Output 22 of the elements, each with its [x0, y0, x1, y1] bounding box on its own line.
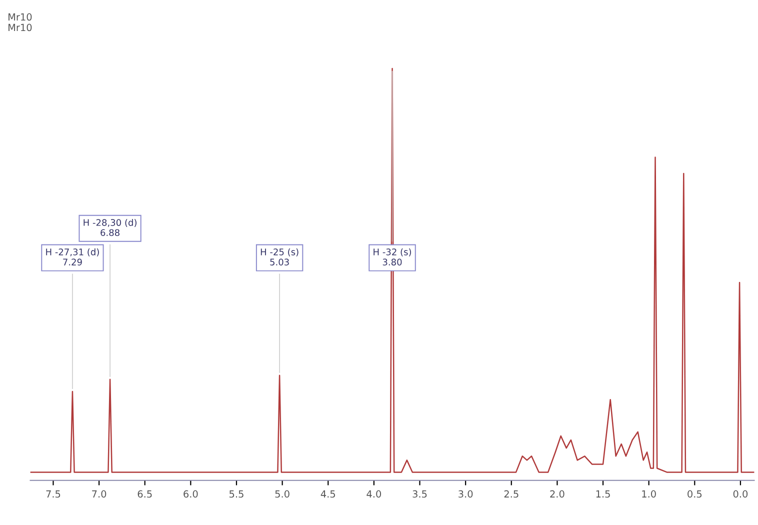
x-tick-label: 2.0: [550, 490, 564, 498]
x-tick-label: 0.0: [733, 490, 748, 498]
x-tick-label: 4.0: [366, 490, 382, 498]
x-tick-label: 2.5: [504, 490, 518, 498]
annotation: H -32 (s) 3.80: [374, 248, 411, 266]
x-tick-label: 6.0: [184, 490, 198, 498]
annotation: H -25 (s) 5.03: [260, 248, 298, 266]
x-tick-label: 3.5: [412, 490, 427, 498]
x-tick-label: 3.0: [458, 490, 473, 498]
x-tick-label: 4.5: [320, 490, 336, 498]
x-tick-label: 5.5: [230, 490, 244, 498]
x-tick-label: 6.5: [138, 490, 152, 498]
x-tick-label: 1.0: [642, 490, 656, 498]
chart-subtitle: Mr10: [8, 24, 32, 32]
x-tick-label: 0.5: [688, 490, 702, 498]
chart-title: Mr10: [8, 13, 32, 21]
x-tick-label: 7.5: [46, 490, 60, 498]
x-tick-label: 7.0: [92, 490, 106, 498]
annotation: H -28,30 (d) 6.88: [84, 218, 136, 236]
x-tick-label: 5.0: [275, 490, 290, 498]
x-tick-label: 1.5: [596, 490, 610, 498]
annotation: H -27,31 (d) 7.29: [46, 248, 99, 266]
